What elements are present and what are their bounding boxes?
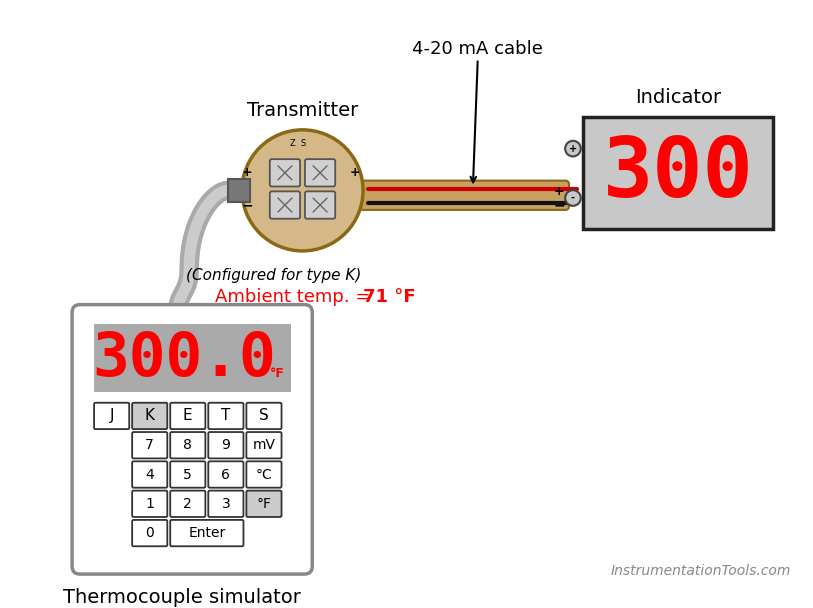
FancyBboxPatch shape [133, 402, 167, 429]
FancyBboxPatch shape [270, 159, 300, 187]
FancyBboxPatch shape [72, 305, 312, 574]
Text: Indicator: Indicator [635, 88, 721, 108]
FancyBboxPatch shape [359, 181, 569, 210]
Text: Transmitter: Transmitter [247, 101, 359, 120]
Text: 300: 300 [602, 133, 754, 214]
Text: −: − [241, 198, 253, 212]
FancyBboxPatch shape [583, 117, 773, 229]
Circle shape [242, 130, 363, 251]
Text: -: - [571, 193, 575, 203]
Text: Thermocouple simulator: Thermocouple simulator [63, 588, 302, 607]
FancyBboxPatch shape [208, 461, 243, 488]
Text: +: + [350, 167, 360, 179]
FancyBboxPatch shape [170, 402, 206, 429]
FancyBboxPatch shape [133, 520, 167, 546]
Text: +: + [241, 167, 252, 179]
FancyBboxPatch shape [246, 402, 281, 429]
Text: 300.0: 300.0 [93, 330, 276, 389]
Text: 71 °F: 71 °F [363, 288, 415, 306]
FancyBboxPatch shape [246, 461, 281, 488]
FancyBboxPatch shape [94, 402, 129, 429]
FancyBboxPatch shape [270, 192, 300, 219]
Text: S: S [259, 409, 269, 423]
FancyBboxPatch shape [208, 402, 243, 429]
Text: E: E [183, 409, 193, 423]
Text: °F: °F [256, 497, 272, 511]
Text: 9: 9 [221, 438, 230, 452]
Text: mV: mV [253, 438, 276, 452]
Circle shape [565, 190, 580, 206]
FancyBboxPatch shape [208, 432, 243, 458]
FancyBboxPatch shape [246, 491, 281, 517]
Text: +: + [554, 185, 564, 198]
Text: Ambient temp. =: Ambient temp. = [215, 288, 376, 306]
Text: 4-20 mA cable: 4-20 mA cable [412, 40, 543, 58]
Text: Z  S: Z S [289, 139, 306, 148]
FancyBboxPatch shape [170, 461, 206, 488]
Text: InstrumentationTools.com: InstrumentationTools.com [611, 564, 791, 578]
FancyBboxPatch shape [170, 520, 243, 546]
Text: 8: 8 [184, 438, 192, 452]
FancyBboxPatch shape [133, 461, 167, 488]
Text: 4: 4 [146, 468, 154, 482]
Text: °F: °F [270, 367, 285, 380]
Text: 0: 0 [146, 526, 154, 540]
FancyBboxPatch shape [305, 192, 335, 219]
Text: J: J [110, 409, 114, 423]
Text: 7: 7 [146, 438, 154, 452]
FancyBboxPatch shape [208, 491, 243, 517]
FancyBboxPatch shape [305, 159, 335, 187]
Text: °C: °C [255, 468, 272, 482]
FancyBboxPatch shape [246, 432, 281, 458]
FancyBboxPatch shape [228, 179, 250, 202]
Text: +: + [569, 143, 577, 154]
Text: 1: 1 [146, 497, 154, 511]
Text: 5: 5 [184, 468, 192, 482]
FancyBboxPatch shape [93, 324, 291, 393]
Text: (Configured for type K): (Configured for type K) [185, 269, 361, 283]
Text: 2: 2 [184, 497, 192, 511]
FancyBboxPatch shape [170, 491, 206, 517]
Text: Enter: Enter [189, 526, 225, 540]
Text: T: T [221, 409, 231, 423]
FancyBboxPatch shape [133, 432, 167, 458]
Text: K: K [145, 409, 154, 423]
FancyBboxPatch shape [133, 491, 167, 517]
Text: −: − [554, 198, 565, 212]
Text: 3: 3 [221, 497, 230, 511]
FancyBboxPatch shape [170, 432, 206, 458]
Text: 6: 6 [221, 468, 230, 482]
Circle shape [565, 141, 580, 156]
